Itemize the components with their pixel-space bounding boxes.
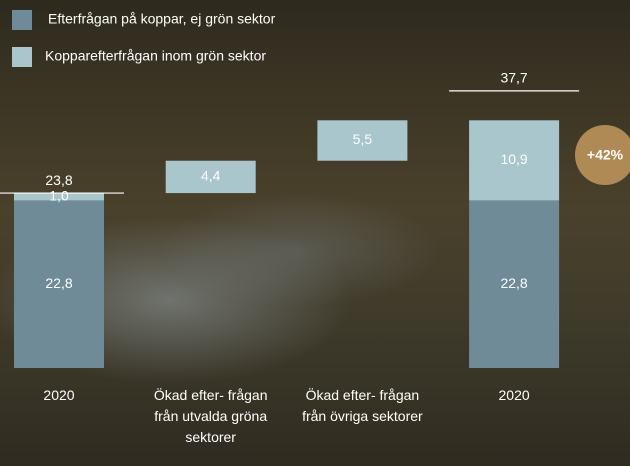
category-label: 2020 — [0, 385, 124, 406]
category-label: Ökad efter- frågan från övriga sektorer — [297, 385, 427, 427]
annotation: +42% — [587, 147, 624, 163]
legend-label: Efterfrågan på koppar, ej grön sektor — [48, 11, 276, 27]
value-label: 22,8 — [500, 275, 527, 291]
legend-label: Kopparefterfrågan inom grön sektor — [45, 48, 266, 64]
page: Efterfrågan på koppar, ej grön sektor Kop… — [0, 0, 630, 466]
value-label: 5,5 — [353, 131, 373, 147]
legend-swatch — [12, 47, 32, 67]
value-label: 10,9 — [500, 151, 527, 167]
value-label: 4,4 — [201, 168, 221, 184]
value-label: 1,0 — [49, 187, 69, 203]
total-label: 23,8 — [45, 172, 72, 188]
legend-swatch — [12, 10, 32, 30]
category-label: Ökad efter- frågan från utvalda gröna se… — [146, 385, 276, 448]
category-label: 2020 — [449, 385, 579, 406]
value-label: 22,8 — [45, 275, 72, 291]
total-label: 37,7 — [500, 70, 527, 86]
